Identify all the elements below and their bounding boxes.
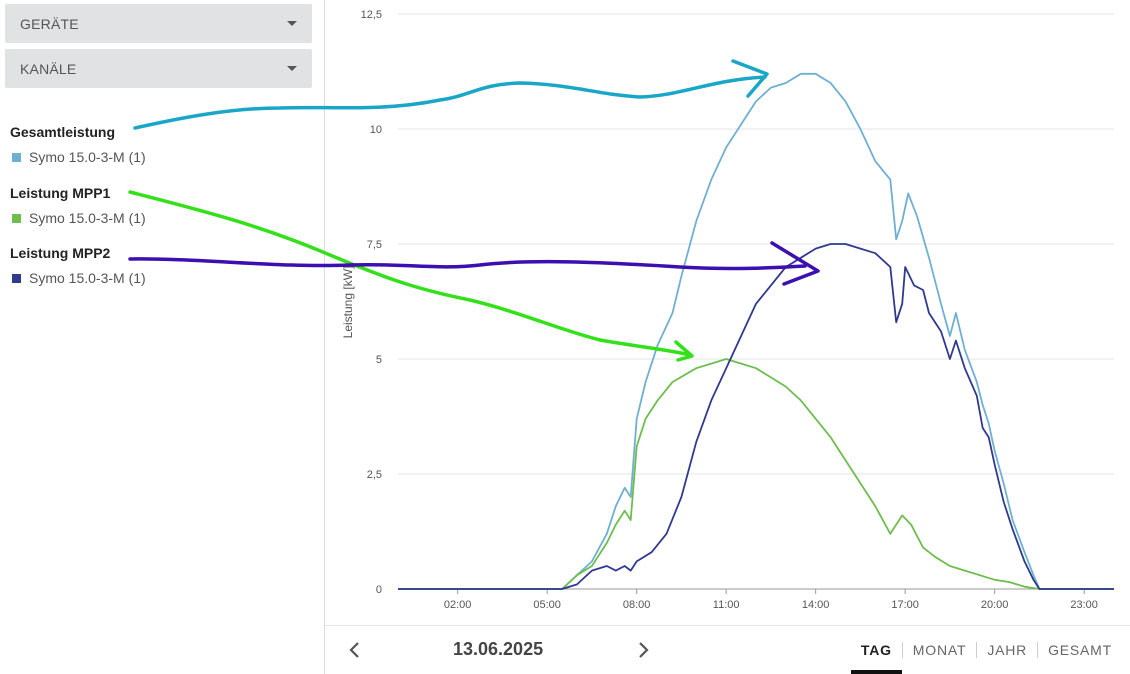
x-tick-label: 14:00 xyxy=(802,599,830,611)
y-tick-label: 2,5 xyxy=(367,469,382,481)
channels-dropdown[interactable]: KANÄLE xyxy=(5,49,312,88)
x-tick-label: 02:00 xyxy=(444,599,472,611)
legend-item-total[interactable]: Symo 15.0-3-M (1) xyxy=(12,149,146,165)
y-tick-label: 7,5 xyxy=(367,239,382,251)
x-tick-label: 23:00 xyxy=(1070,599,1098,611)
series-line-leistung-mpp1[interactable] xyxy=(398,358,1114,590)
tab-total[interactable]: GESAMT xyxy=(1048,642,1112,658)
legend-swatch xyxy=(12,213,21,223)
current-date[interactable]: 13.06.2025 xyxy=(453,639,544,659)
footer-divider xyxy=(325,625,1130,626)
series-line-gesamtleistung[interactable] xyxy=(398,72,1114,590)
x-tick-label: 17:00 xyxy=(891,599,919,611)
tab-month[interactable]: MONAT xyxy=(912,642,967,658)
y-tick-label: 10 xyxy=(370,124,382,136)
devices-dropdown[interactable]: GERÄTE xyxy=(5,4,312,43)
legend-item-label: Symo 15.0-3-M (1) xyxy=(29,270,146,286)
date-navigation-footer: 13.06.2025 TAG MONAT JAHR GESAMT xyxy=(325,626,1130,674)
legend-item-label: Symo 15.0-3-M (1) xyxy=(29,210,146,226)
period-tabs: TAG MONAT JAHR GESAMT xyxy=(850,626,1122,674)
legend-swatch xyxy=(12,152,21,162)
y-tick-label: 0 xyxy=(376,584,382,596)
legend-swatch xyxy=(12,273,21,283)
channels-dropdown-label: KANÄLE xyxy=(20,60,77,77)
y-axis-label: Leistung [kW] xyxy=(341,266,355,339)
tab-year[interactable]: JAHR xyxy=(987,642,1028,658)
tab-separator xyxy=(901,642,903,658)
power-chart: 0 2,5 5 7,5 10 12,5 02:00 05:00 08:00 11:00 14:00… xyxy=(341,9,1114,611)
caret-down-icon xyxy=(287,66,297,71)
devices-dropdown-label: GERÄTE xyxy=(20,15,79,32)
x-tick-label: 11:00 xyxy=(713,599,740,611)
caret-down-icon xyxy=(287,21,297,26)
sidebar: GERÄTE KANÄLE Gesamtleistung Symo 15.0-3… xyxy=(0,0,324,674)
legend-title-total: Gesamtleistung xyxy=(10,124,116,140)
y-tick-label: 12,5 xyxy=(361,9,382,21)
x-tick-label: 20:00 xyxy=(981,599,1009,611)
legend-item-mpp1[interactable]: Symo 15.0-3-M (1) xyxy=(12,210,146,226)
x-tick-label: 05:00 xyxy=(533,599,561,611)
x-tick-label: 08:00 xyxy=(623,599,651,611)
legend-item-mpp2[interactable]: Symo 15.0-3-M (1) xyxy=(12,270,146,286)
series-line-leistung-mpp2[interactable] xyxy=(398,243,1114,590)
legend-title-mpp2: Leistung MPP2 xyxy=(10,245,111,261)
legend-title-mpp1: Leistung MPP1 xyxy=(10,185,111,201)
chevron-left-icon[interactable] xyxy=(343,638,367,662)
chevron-right-icon[interactable] xyxy=(631,638,655,662)
tab-separator xyxy=(1037,642,1039,658)
tab-separator xyxy=(976,642,978,658)
tab-day[interactable]: TAG xyxy=(850,626,902,674)
legend-item-label: Symo 15.0-3-M (1) xyxy=(29,149,146,165)
y-tick-label: 5 xyxy=(376,354,382,366)
